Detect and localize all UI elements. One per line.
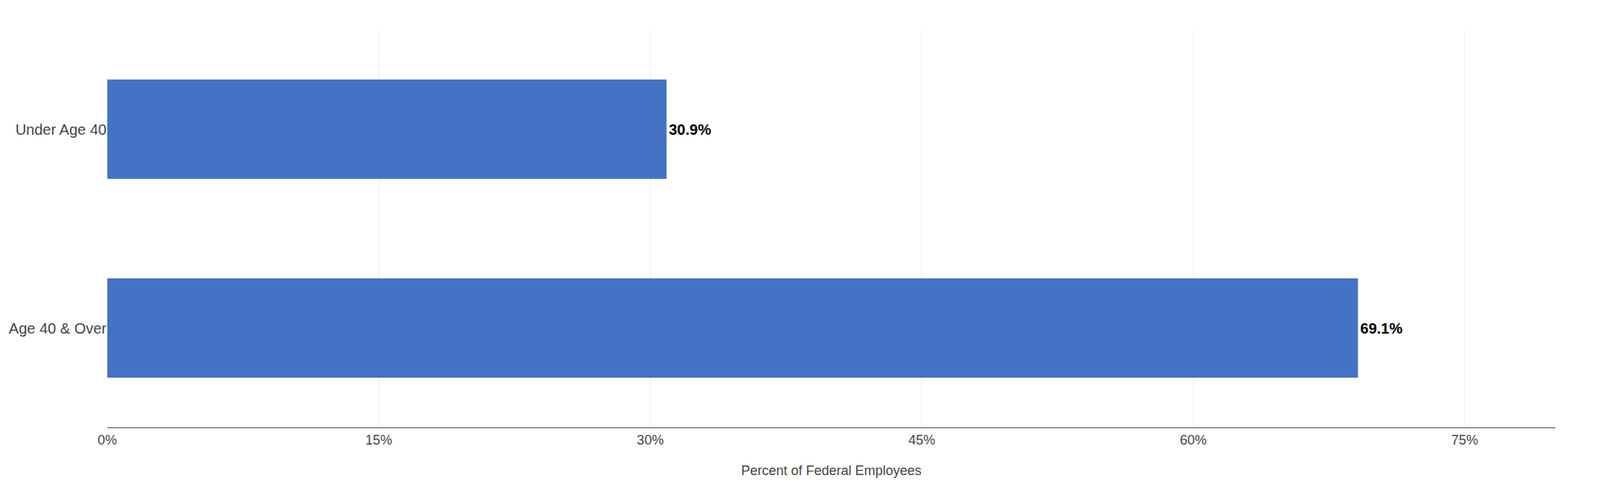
svg-text:60%: 60% bbox=[1179, 432, 1207, 448]
svg-text:Age 40 & Over: Age 40 & Over bbox=[8, 320, 108, 337]
svg-text:69.1%: 69.1% bbox=[1360, 320, 1403, 337]
svg-text:15%: 15% bbox=[365, 432, 392, 448]
svg-text:Under Age 40: Under Age 40 bbox=[15, 121, 107, 138]
svg-text:0%: 0% bbox=[97, 432, 118, 448]
svg-text:30.9%: 30.9% bbox=[668, 121, 711, 138]
svg-text:Percent of Federal Employees: Percent of Federal Employees bbox=[740, 463, 922, 479]
svg-text:30%: 30% bbox=[637, 432, 664, 448]
svg-text:75%: 75% bbox=[1451, 432, 1479, 448]
svg-text:45%: 45% bbox=[908, 432, 936, 448]
